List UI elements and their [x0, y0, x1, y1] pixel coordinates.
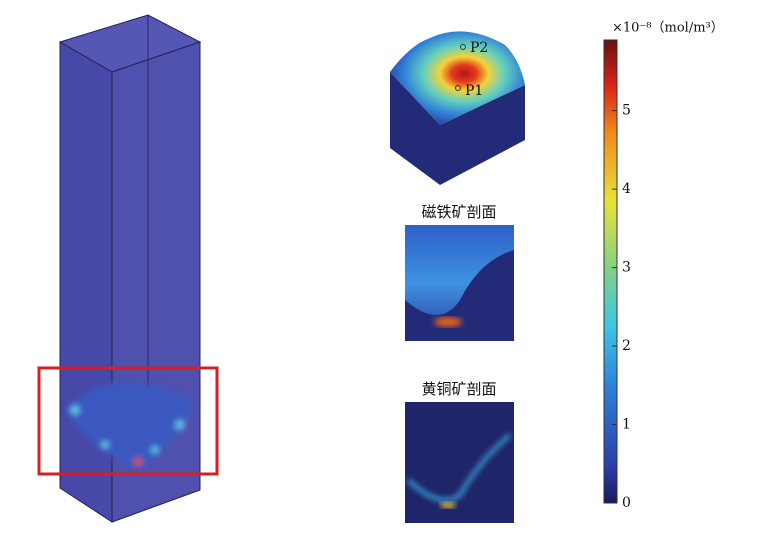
p1-label: P1: [465, 83, 483, 99]
colorbar-tick-label: 2: [622, 338, 631, 354]
colorbar-tick-label: 1: [622, 417, 631, 433]
section-title: 黄铜矿剖面: [421, 380, 496, 398]
block-top: [390, 31, 525, 125]
colorbar-unit: ×10⁻⁸（mol/m³）: [612, 21, 724, 36]
colorbar-tick-label: 5: [622, 103, 631, 119]
section-trace: [406, 433, 512, 502]
section-hot: [440, 502, 456, 508]
p2-label: P2: [470, 40, 488, 56]
colorbar-tick-label: 3: [622, 260, 631, 276]
colorbar-tick-label: 0: [622, 495, 631, 511]
colorbar: [603, 39, 618, 504]
p1-marker: [455, 85, 461, 91]
section-hot: [434, 317, 462, 327]
p2-marker: [460, 44, 466, 50]
section-image: [405, 402, 514, 523]
highlight-box: [37, 366, 219, 476]
section-title: 磁铁矿剖面: [421, 203, 496, 221]
section-dark: [405, 250, 514, 341]
block-side: [390, 72, 525, 185]
bowl: [66, 382, 195, 468]
colorbar-tick-label: 4: [622, 181, 631, 197]
